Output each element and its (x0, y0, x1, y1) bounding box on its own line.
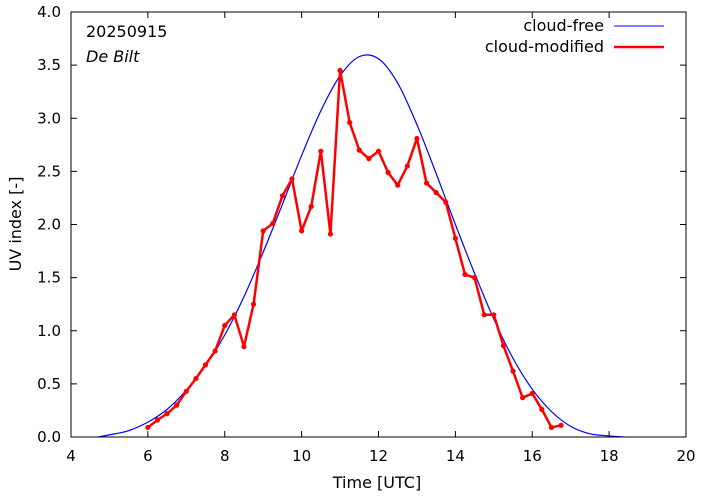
series-line-cloud-modified (147, 69, 562, 429)
series-layer (97, 54, 625, 438)
legend-label-cloud-modified: cloud-modified (485, 37, 604, 56)
data-point-cloud-modified (279, 193, 286, 199)
data-point-cloud-modified (491, 312, 497, 318)
axes: 4 6 8 10 12 14 16 18 20 0.0 0.5 1.0 1.5 2.0 2.5 3.0 3.5 4… (37, 3, 695, 465)
data-point-cloud-modified (164, 411, 170, 417)
data-point-cloud-modified (222, 322, 228, 329)
data-point-cloud-modified (443, 199, 449, 205)
data-point-cloud-modified (539, 406, 545, 412)
data-point-cloud-modified (347, 119, 353, 126)
data-point-cloud-modified (174, 402, 180, 408)
data-point-cloud-modified (404, 163, 410, 169)
date-annotation: 20250915 (86, 22, 167, 41)
data-point-cloud-modified (260, 228, 266, 234)
data-point-cloud-modified (366, 156, 372, 162)
x-tick-label: 20 (676, 447, 695, 465)
data-point-cloud-modified (289, 176, 295, 182)
data-point-cloud-modified (308, 203, 314, 210)
y-tick-label: 1.0 (37, 322, 61, 340)
data-point-cloud-modified (385, 169, 391, 176)
data-point-cloud-modified (529, 390, 535, 397)
plot-frame (70, 11, 687, 438)
data-point-cloud-modified (520, 395, 526, 401)
data-point-cloud-modified (481, 312, 487, 318)
x-tick-label: 10 (292, 447, 311, 465)
y-tick-label: 0.5 (37, 375, 61, 393)
data-point-cloud-modified (212, 348, 218, 354)
data-point-cloud-modified (471, 275, 478, 281)
data-point-cloud-modified (414, 135, 420, 142)
data-point-cloud-modified (337, 67, 343, 74)
data-point-cloud-modified (154, 417, 161, 423)
data-point-cloud-modified (356, 147, 362, 153)
data-point-cloud-modified (423, 180, 430, 186)
data-point-cloud-modified (548, 424, 555, 431)
data-point-cloud-modified (558, 422, 564, 428)
data-point-cloud-modified (299, 228, 305, 234)
data-point-cloud-modified (500, 343, 507, 349)
data-point-cloud-modified (318, 148, 324, 154)
x-tick-label: 6 (143, 447, 153, 465)
data-point-cloud-modified (231, 312, 237, 318)
x-tick-label: 16 (523, 447, 542, 465)
x-tick-label: 14 (446, 447, 465, 465)
data-point-cloud-modified (183, 388, 189, 394)
x-axis-label: Time [UTC] (332, 473, 421, 492)
legend-label-cloud-free: cloud-free (523, 16, 604, 35)
data-point-cloud-modified (327, 231, 334, 237)
data-point-cloud-modified (395, 182, 401, 188)
y-tick-label: 2.0 (37, 216, 61, 234)
data-point-cloud-modified (462, 271, 468, 278)
data-point-cloud-modified (202, 362, 209, 368)
y-tick-label: 4.0 (37, 3, 61, 21)
y-axis-label: UV index [-] (6, 177, 25, 272)
y-tick-label: 2.5 (37, 162, 61, 180)
legend: cloud-free cloud-modified (485, 16, 664, 56)
x-tick-label: 4 (66, 447, 76, 465)
y-tick-label: 0.0 (37, 428, 61, 446)
y-tick-label: 3.0 (37, 109, 61, 127)
x-tick-label: 12 (369, 447, 388, 465)
x-tick-label: 8 (220, 447, 230, 465)
location-annotation: De Bilt (86, 47, 140, 66)
x-tick-label: 18 (600, 447, 619, 465)
data-point-cloud-modified (145, 424, 151, 431)
data-point-cloud-modified (241, 344, 247, 350)
data-point-cloud-modified (375, 148, 382, 154)
data-point-cloud-modified (270, 220, 276, 227)
data-point-cloud-modified (433, 190, 439, 196)
data-point-cloud-modified (193, 375, 199, 382)
y-tick-label: 3.5 (37, 56, 61, 74)
data-point-cloud-modified (250, 301, 257, 307)
y-tick-label: 1.5 (37, 269, 61, 287)
series-line-cloud-free (97, 54, 625, 438)
data-point-cloud-modified (452, 235, 458, 241)
data-point-cloud-modified (510, 368, 516, 374)
